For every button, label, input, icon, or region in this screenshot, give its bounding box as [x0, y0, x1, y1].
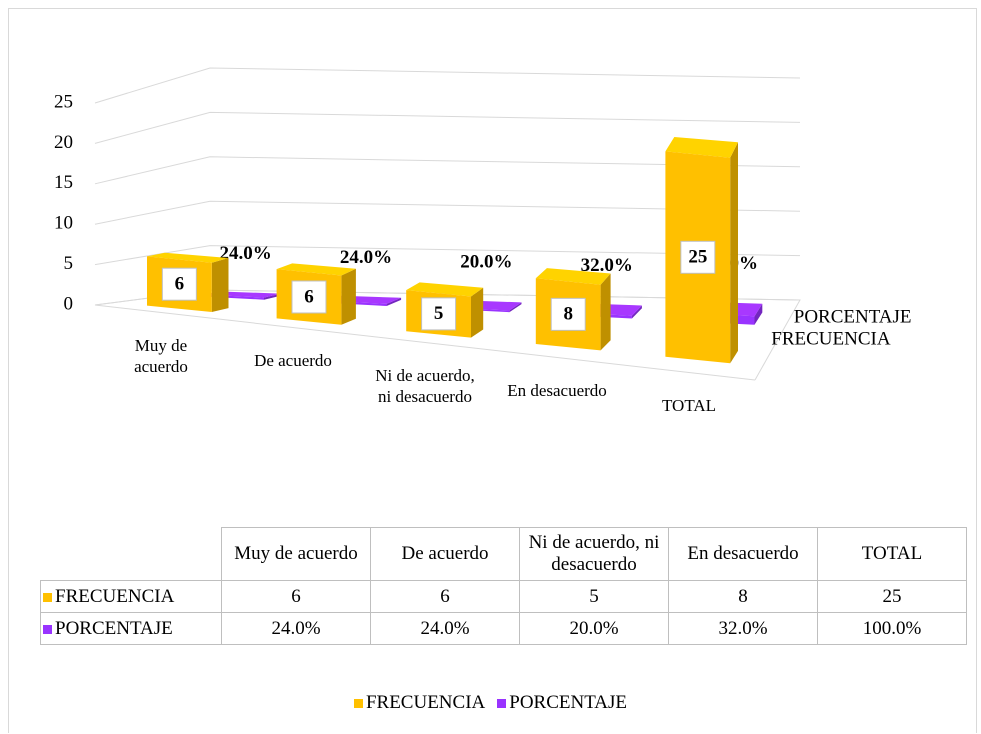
table-cell: 6 [370, 580, 520, 613]
y-tick-label: 20 [54, 132, 73, 153]
table-header-cell: De acuerdo [370, 527, 520, 581]
data-table: Muy de acuerdo De acuerdo Ni de acuerdo, n… [40, 527, 967, 645]
grid-line [94, 200, 801, 225]
grid-line [94, 67, 801, 104]
bar-side [754, 303, 763, 325]
table-cell: 32.0% [668, 612, 818, 645]
y-tick-label: 25 [54, 91, 73, 112]
data-label: 6 [175, 274, 185, 295]
y-tick-label: 0 [64, 293, 74, 314]
legend-item: FRECUENCIA [353, 692, 486, 713]
x-tick-label: En desacuerdo [507, 380, 607, 400]
data-label-box [161, 267, 197, 301]
grid-line [94, 245, 801, 266]
table-header: Muy de acuerdo De acuerdo Ni de acuerdo, n… [41, 527, 967, 581]
bar-top [535, 268, 611, 285]
row-label: FRECUENCIA [55, 585, 175, 607]
data-label: 25 [688, 247, 707, 268]
table-cell: 24.0% [370, 612, 520, 645]
x-tick-label: De acuerdo [254, 350, 332, 370]
data-label: 5 [434, 303, 444, 324]
grid-line [94, 111, 801, 144]
bar-top [406, 282, 484, 297]
bar-top [276, 263, 356, 276]
legend: FRECUENCIA PORCENTAJE [0, 692, 981, 714]
table-cell: 5 [519, 580, 669, 613]
series-axis-label: PORCENTAJE [794, 306, 912, 327]
table-cell: 20.0% [519, 612, 669, 645]
data-label: 32.0% [581, 255, 633, 276]
bar-top [147, 252, 229, 263]
legend-key [43, 624, 52, 634]
bar-side [471, 287, 484, 338]
legend-key [353, 699, 363, 708]
legend-label: FRECUENCIA [365, 692, 486, 713]
x-tick-label: TOTAL [661, 395, 717, 415]
bar-side [211, 258, 229, 312]
table-header-cell: Ni de acuerdo, ni desacuerdo [519, 527, 669, 581]
table-row: PORCENTAJE 24.0% 24.0% 20.0% 32.0% 100.0% [40, 612, 967, 645]
table-row-header: PORCENTAJE [40, 612, 222, 645]
series-axis-label: FRECUENCIA [771, 328, 891, 349]
data-label: 24.0% [340, 247, 392, 268]
table-row-header: FRECUENCIA [40, 580, 222, 613]
x-tick-label: Muy de acuerdo [134, 335, 188, 376]
legend-key [43, 592, 52, 602]
data-label: 6 [304, 286, 314, 307]
chart-frame [8, 8, 977, 733]
data-label-box [680, 240, 716, 274]
bar-top [665, 137, 738, 158]
chart: 051015202524.0%24.0%20.0%32.0%100.0%6658… [54, 67, 912, 381]
legend-key [497, 699, 507, 708]
table-cell: 24.0% [221, 612, 371, 645]
bar-side [631, 305, 642, 319]
x-tick-label: Ni de acuerdo, ni desacuerdo [375, 365, 475, 406]
data-label: 20.0% [460, 252, 512, 273]
table-header-cell: Muy de acuerdo [221, 527, 371, 581]
table-cell: 6 [221, 580, 371, 613]
bar-side [730, 142, 738, 364]
bar-side [600, 273, 611, 351]
table-header-cell: TOTAL [817, 527, 967, 581]
table-cell: 8 [668, 580, 818, 613]
bar-side [386, 297, 402, 306]
bar-side [509, 302, 522, 313]
table-header-cell: En desacuerdo [668, 527, 818, 581]
table-cell: 25 [817, 580, 967, 613]
table-row: FRECUENCIA 6 6 5 8 25 [40, 580, 967, 613]
row-label: PORCENTAJE [55, 617, 173, 639]
bar-side [264, 293, 281, 300]
legend-label: PORCENTAJE [509, 692, 628, 713]
table-cell: 100.0% [817, 612, 967, 645]
legend-item: PORCENTAJE [497, 692, 627, 713]
grid-line [94, 156, 801, 185]
table-corner [41, 528, 222, 581]
data-label-box [550, 297, 586, 331]
y-tick-label: 5 [64, 253, 74, 274]
data-label-box [291, 280, 327, 314]
bar-side [341, 268, 356, 325]
data-label: 24.0% [220, 243, 272, 264]
y-tick-label: 15 [54, 172, 73, 193]
data-label: 8 [563, 304, 573, 325]
floor-edge [94, 304, 756, 381]
y-tick-label: 10 [54, 213, 73, 234]
data-label-box [421, 297, 457, 331]
